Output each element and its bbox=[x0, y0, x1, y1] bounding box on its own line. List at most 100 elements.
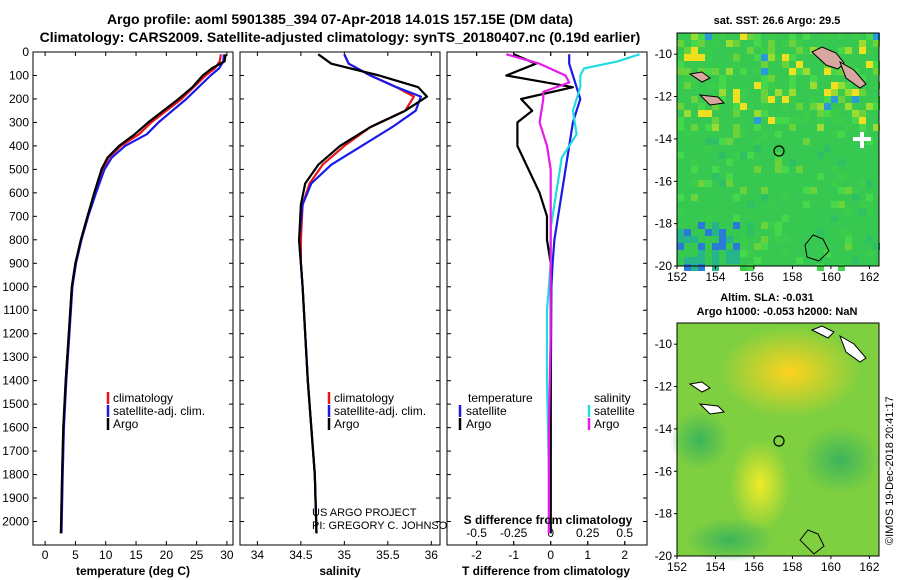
sst-cell bbox=[782, 103, 789, 110]
sst-cell bbox=[838, 117, 845, 124]
sst-cell bbox=[824, 110, 831, 117]
sla-anomaly-blob bbox=[800, 425, 880, 495]
sst-cell bbox=[803, 117, 810, 124]
difference-plot-frame bbox=[446, 51, 648, 546]
sst-cell bbox=[866, 47, 873, 54]
sst-cell bbox=[852, 257, 859, 264]
sst-cell bbox=[754, 124, 761, 131]
depth-tick-label: 1000 bbox=[2, 280, 29, 294]
sst-cell bbox=[831, 96, 838, 103]
map-lat-tick-label: -14 bbox=[655, 422, 673, 436]
sst-cell bbox=[712, 40, 719, 47]
sst-cell bbox=[859, 40, 866, 47]
sst-cell bbox=[754, 40, 761, 47]
sst-cell bbox=[866, 138, 873, 145]
sst-cell bbox=[838, 47, 845, 54]
sst-cell bbox=[726, 159, 733, 166]
sst-cell bbox=[810, 47, 817, 54]
sst-cell bbox=[845, 47, 852, 54]
sst-cell bbox=[712, 117, 719, 124]
depth-tick-label: 1700 bbox=[2, 444, 29, 458]
map-lat-tick-label: -18 bbox=[655, 507, 673, 521]
sst-cell bbox=[761, 96, 768, 103]
legend-label-sal-satellite: satellite bbox=[594, 404, 635, 418]
x-tick-label: -1 bbox=[508, 548, 519, 562]
sst-cell bbox=[733, 96, 740, 103]
sla-map-panel: Altim. SLA: -0.031 Argo h1000: -0.053 h2… bbox=[655, 292, 880, 574]
sst-cell bbox=[775, 166, 782, 173]
sst-cell bbox=[852, 103, 859, 110]
sst-cell bbox=[838, 68, 845, 75]
sst-cell bbox=[691, 180, 698, 187]
sst-cell bbox=[824, 145, 831, 152]
sst-cell bbox=[838, 264, 845, 271]
sst-cell bbox=[803, 110, 810, 117]
sst-cell bbox=[873, 61, 880, 68]
sst-cell bbox=[831, 82, 838, 89]
sst-cell bbox=[789, 40, 796, 47]
sst-cell bbox=[803, 68, 810, 75]
x-tick-label: 30 bbox=[220, 548, 234, 562]
x-tick-label: 0 bbox=[547, 548, 554, 562]
legend-title-salinity: salinity bbox=[594, 391, 631, 405]
sst-cell bbox=[873, 40, 880, 47]
sst-cell bbox=[796, 103, 803, 110]
sst-cell bbox=[817, 152, 824, 159]
sst-cell bbox=[677, 229, 684, 236]
x-tick-label: 2 bbox=[621, 548, 628, 562]
sst-cell bbox=[782, 61, 789, 68]
sst-cell bbox=[698, 222, 705, 229]
sst-cell bbox=[866, 40, 873, 47]
sla-anomaly-blob bbox=[670, 410, 730, 470]
map-lat-tick-label: -20 bbox=[655, 549, 673, 563]
depth-tick-label: 200 bbox=[9, 92, 29, 106]
sst-cell bbox=[838, 96, 845, 103]
sst-cell bbox=[782, 194, 789, 201]
sst-cell bbox=[845, 82, 852, 89]
t-difference-x-axis-label: T difference from climatology bbox=[462, 564, 630, 578]
map-lon-tick-label: 156 bbox=[744, 270, 764, 284]
sst-cell bbox=[817, 110, 824, 117]
sst-cell bbox=[782, 215, 789, 222]
map-lat-tick-label: -10 bbox=[655, 47, 673, 61]
sst-cell bbox=[789, 54, 796, 61]
map-lat-tick-label: -10 bbox=[655, 337, 673, 351]
sst-cell bbox=[733, 54, 740, 61]
sst-cell bbox=[775, 222, 782, 229]
sla-map-title-line1: Altim. SLA: -0.031 bbox=[720, 292, 814, 304]
sst-cell bbox=[768, 201, 775, 208]
sst-cell bbox=[733, 124, 740, 131]
sst-cell bbox=[740, 89, 747, 96]
sst-cell bbox=[866, 236, 873, 243]
legend-title-temperature: temperature bbox=[468, 391, 533, 405]
sst-cell bbox=[768, 117, 775, 124]
sst-cell bbox=[691, 194, 698, 201]
sst-cell bbox=[754, 54, 761, 61]
sst-cell bbox=[796, 61, 803, 68]
legend-label-satellite-adj: satellite-adj. clim. bbox=[113, 404, 205, 418]
x-tick-label: 0.25 bbox=[576, 526, 600, 540]
sst-cell bbox=[817, 124, 824, 131]
x-tick-label: 35 bbox=[338, 548, 352, 562]
pi-credit: PI: GREGORY C. JOHNSON bbox=[312, 520, 455, 532]
sst-cell bbox=[789, 96, 796, 103]
sst-cell bbox=[775, 229, 782, 236]
sst-cell bbox=[726, 40, 733, 47]
sst-cell bbox=[684, 131, 691, 138]
sst-cell bbox=[754, 117, 761, 124]
map-lat-tick-label: -18 bbox=[655, 217, 673, 231]
sst-cell bbox=[775, 54, 782, 61]
sst-cell bbox=[782, 250, 789, 257]
sst-cell bbox=[824, 33, 831, 40]
depth-tick-label: 2000 bbox=[2, 515, 29, 529]
sst-cell bbox=[831, 68, 838, 75]
sst-cell bbox=[873, 103, 880, 110]
sst-cell bbox=[775, 131, 782, 138]
temperature-legend: climatology satellite-adj. clim. Argo bbox=[106, 391, 205, 431]
sst-cell bbox=[817, 229, 824, 236]
depth-tick-label: 1900 bbox=[2, 491, 29, 505]
sst-cell bbox=[768, 96, 775, 103]
sst-cell bbox=[859, 110, 866, 117]
sst-cell bbox=[817, 103, 824, 110]
sst-cell bbox=[719, 96, 726, 103]
